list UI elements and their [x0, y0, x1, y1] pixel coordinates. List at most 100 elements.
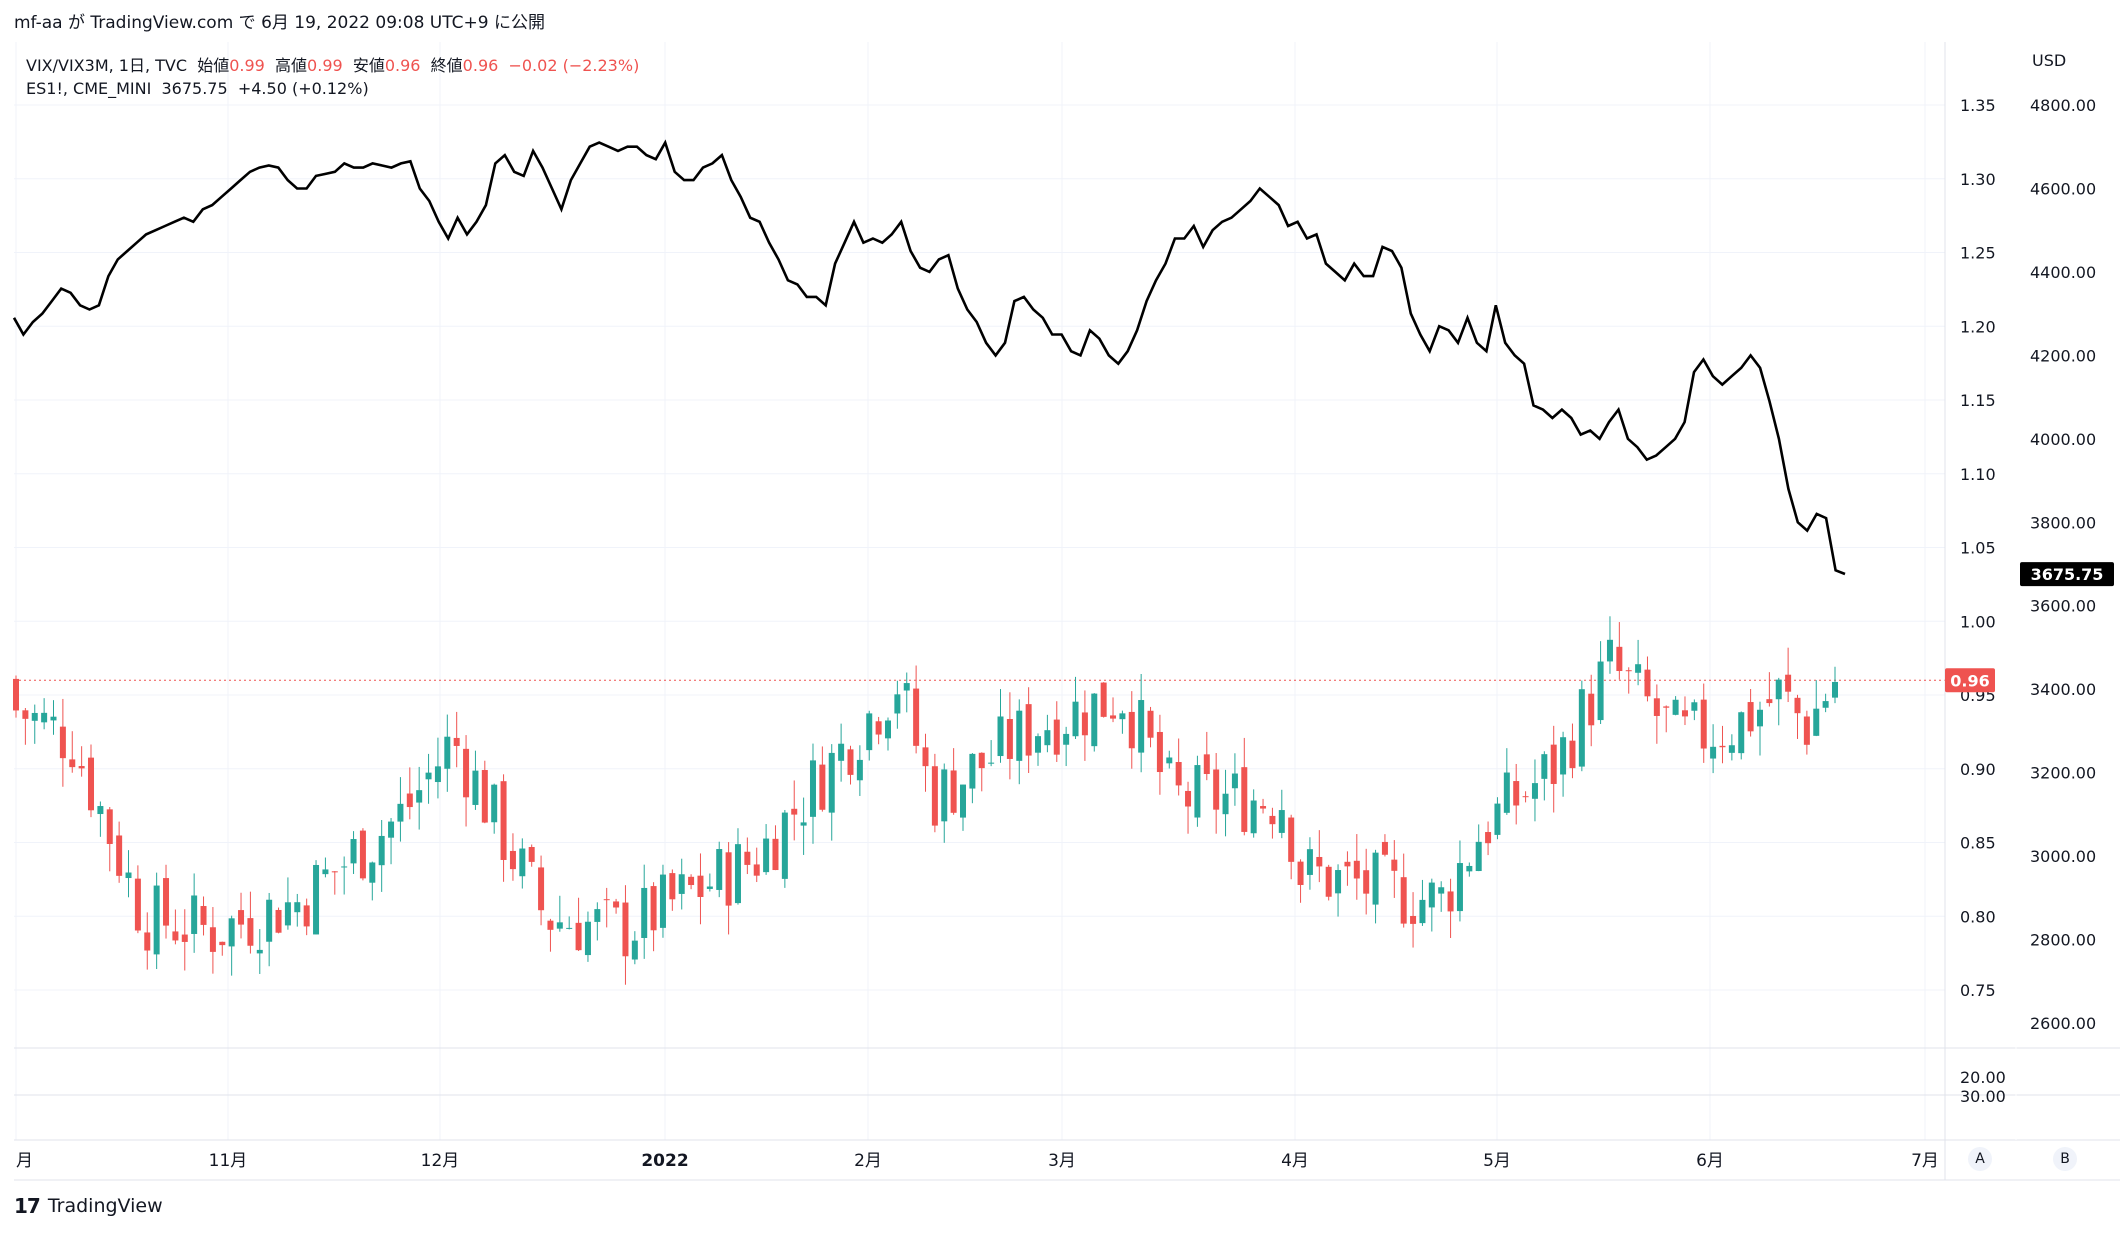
candle-body	[1513, 781, 1520, 806]
x-tick-label: 2月	[854, 1151, 882, 1171]
candle-body	[1016, 710, 1023, 761]
candle-body	[1250, 800, 1257, 834]
ratio-tick-label: 1.10	[1960, 465, 1996, 484]
candle-body	[1719, 745, 1726, 748]
x-tick-label: 12月	[421, 1151, 460, 1171]
candle-body	[1372, 852, 1379, 905]
candle-body	[1466, 865, 1473, 872]
legend-ratio[interactable]: VIX/VIX3M, 1日, TVC 始値0.99 高値0.99 安値0.96 …	[26, 52, 639, 76]
candle-body	[1728, 745, 1735, 753]
candle-body	[1138, 700, 1145, 753]
candle-body	[1100, 682, 1107, 717]
candle-body	[1710, 746, 1717, 759]
candle-body	[809, 760, 816, 817]
candle-body	[1260, 806, 1267, 809]
candle-body	[772, 838, 779, 871]
chart-grid	[14, 42, 1945, 1140]
candle-body	[828, 752, 835, 813]
candle-body	[1550, 744, 1557, 784]
candle-body	[950, 770, 957, 813]
candle-body	[50, 716, 57, 721]
candle-body	[1775, 679, 1782, 700]
candle-body	[1813, 708, 1820, 736]
x-tick-label: 6月	[1696, 1151, 1724, 1171]
candle-body	[566, 927, 573, 929]
candle-body	[209, 927, 216, 952]
candle-body	[1560, 737, 1567, 775]
candle-body	[1241, 767, 1248, 832]
candle-body	[181, 934, 188, 942]
es-tick-label: 4800.00	[2030, 96, 2096, 115]
auto-scale-button[interactable]: A	[1968, 1147, 1992, 1171]
candle-body	[284, 902, 291, 926]
candle-body	[1325, 866, 1332, 897]
candle-body	[78, 766, 85, 769]
candle-body	[134, 878, 141, 931]
ratio-price-badge	[1945, 668, 1995, 693]
candle-body	[463, 748, 470, 798]
es-tick-label: 2600.00	[2030, 1014, 2096, 1033]
candle-body	[116, 835, 123, 876]
legend-open: 0.99	[229, 56, 265, 75]
candle-body	[125, 872, 132, 879]
candle-body	[697, 875, 704, 897]
candle-body	[256, 949, 263, 954]
legend-low-label: 安値	[352, 56, 385, 75]
es-tick-label: 3200.00	[2030, 764, 2096, 783]
ratio-tick-label: 1.20	[1960, 317, 1996, 336]
x-tick-label: 月	[16, 1151, 33, 1171]
candle-body	[1353, 860, 1360, 879]
tradingview-logo[interactable]: 17 TradingView	[14, 1194, 163, 1218]
candle-body	[509, 850, 516, 870]
b-button[interactable]: B	[2053, 1147, 2077, 1171]
candle-body	[1447, 891, 1454, 912]
candle-body	[1494, 803, 1501, 835]
candle-body	[1794, 697, 1801, 714]
candle-body	[69, 759, 76, 768]
es-tick-label: 3000.00	[2030, 847, 2096, 866]
candle-body	[163, 878, 170, 926]
candle-body	[1766, 699, 1773, 704]
candle-body	[1672, 699, 1679, 715]
candle-body	[734, 844, 741, 904]
candle-body	[725, 852, 732, 906]
candle-body	[1288, 817, 1295, 862]
sub-tick-label: 30.00	[1960, 1087, 2006, 1106]
legend-high-label: 高値	[275, 56, 308, 75]
candle-body	[1578, 689, 1585, 767]
candle-body	[1053, 719, 1060, 755]
candle-body	[425, 772, 432, 780]
candle-body	[359, 830, 366, 879]
candle-body	[1297, 861, 1304, 885]
candle-body	[444, 736, 451, 769]
candle-body	[960, 784, 967, 818]
candle-body	[1278, 810, 1285, 833]
es-tick-label: 4200.00	[2030, 346, 2096, 365]
candle-body	[716, 849, 723, 890]
candle-body	[763, 838, 770, 873]
candle-body	[1006, 719, 1013, 759]
ratio-tick-label: 1.15	[1960, 391, 1996, 410]
candle-body	[406, 793, 413, 808]
es-price-badge-text: 3675.75	[2031, 565, 2104, 584]
candle-body	[1363, 870, 1370, 894]
ratio-tick-label: 1.00	[1960, 612, 1996, 631]
x-tick-label: 5月	[1483, 1151, 1511, 1171]
legend-es[interactable]: ES1!, CME_MINI 3675.75 +4.50 (+0.12%)	[26, 79, 369, 98]
candle-body	[378, 835, 385, 866]
tv-logo-icon: 17	[14, 1194, 41, 1218]
es-tick-label: 4600.00	[2030, 179, 2096, 198]
candle-body	[228, 918, 235, 947]
candle-body	[1316, 856, 1323, 867]
candle-body	[238, 910, 245, 925]
candle-body	[22, 710, 29, 719]
candle-body	[434, 766, 441, 783]
candle-body	[313, 864, 320, 935]
candle-body	[538, 867, 545, 911]
candle-body	[266, 899, 273, 942]
candle-body	[1832, 681, 1838, 698]
candle-body	[1635, 664, 1642, 673]
candle-body	[1335, 870, 1342, 894]
candle-body	[416, 790, 423, 803]
